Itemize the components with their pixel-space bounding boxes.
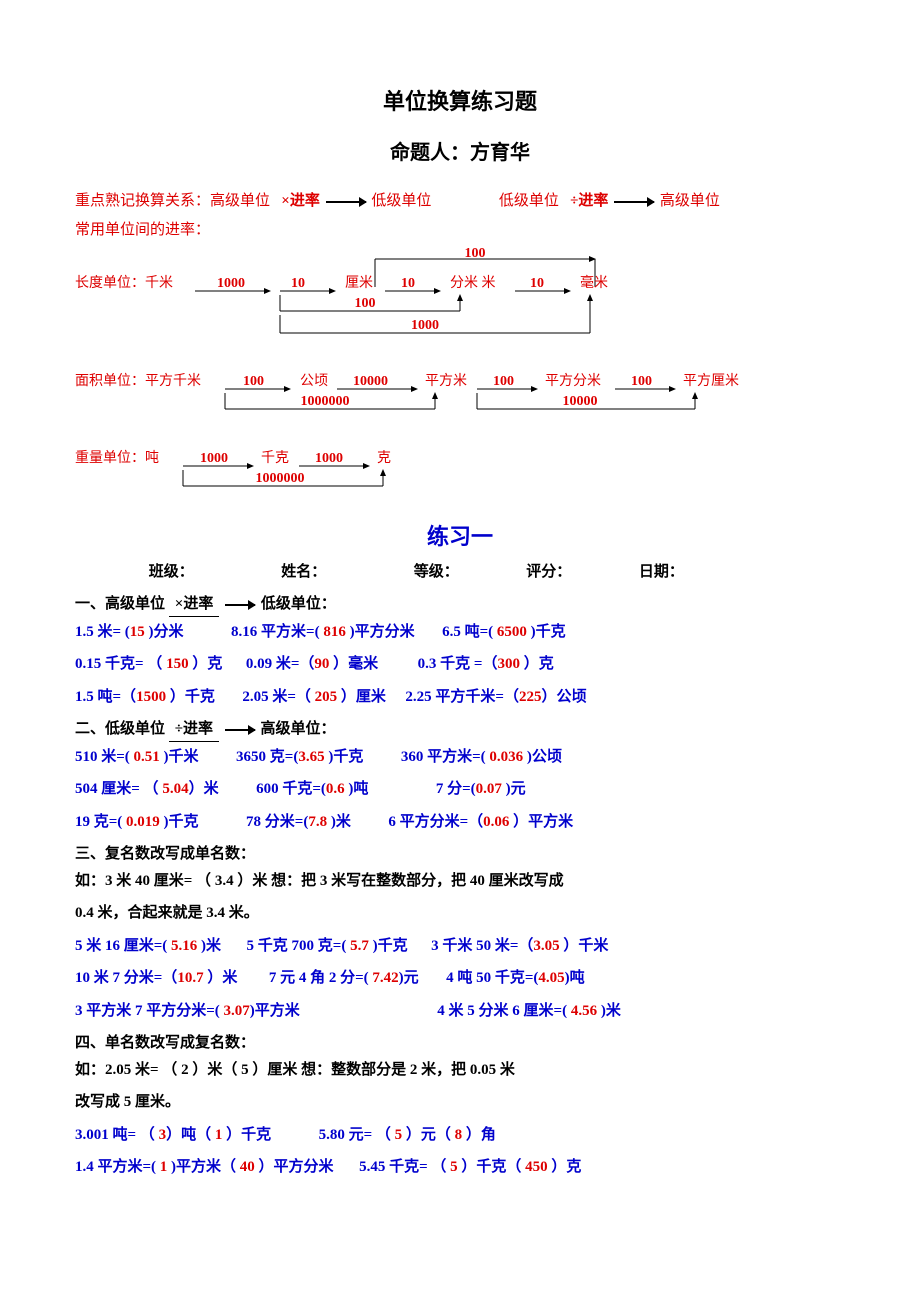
rule-div: ÷进率 [563, 193, 609, 209]
example-row: 改写成 5 厘米。 [75, 1091, 845, 1114]
svg-text:100: 100 [631, 374, 652, 389]
form-name: 姓名： [281, 564, 326, 580]
section-2-head: 二、低级单位 ÷进率 高级单位： [75, 718, 845, 742]
form-grade: 等级： [414, 564, 459, 580]
arrow-icon [225, 729, 255, 731]
exercise-row: 1.4 平方米=( 1 )平方米（ 40 ）平方分米 5.45 千克= （ 5 … [75, 1156, 845, 1179]
length-diagram: 100 长度单位：千米 1000 10 厘米 10 分米 米 10 毫米 100… [75, 247, 845, 355]
area-diagram: 面积单位：平方千米 100 公顷 10000 平方米 100 平方分米 100 … [75, 369, 845, 433]
rate-10: 10 [401, 276, 415, 291]
rate-10: 10 [291, 276, 305, 291]
example-row: 如：3 米 40 厘米= （ 3.4 ）米 想：把 3 米写在整数部分，把 40… [75, 870, 845, 893]
rate-10: 10 [530, 276, 544, 291]
svg-text:1000: 1000 [200, 451, 228, 466]
title-sub: 命题人：方育华 [75, 138, 845, 168]
unit-mm: 毫米 [580, 274, 608, 291]
rule-low: 低级单位 [371, 193, 431, 209]
exercise-row: 1.5 吨=（1500 ）千克 2.05 米=（ 205 ）厘米 2.25 平方… [75, 686, 845, 709]
svg-text:公顷: 公顷 [300, 373, 328, 389]
svg-text:重量单位：吨: 重量单位：吨 [75, 450, 159, 466]
title-main: 单位换算练习题 [75, 85, 845, 118]
svg-text:1000000: 1000000 [301, 394, 350, 409]
arrow-icon [326, 201, 366, 203]
example-row: 如：2.05 米= （ 2 ）米（ 5 ）厘米 想：整数部分是 2 米，把 0.… [75, 1059, 845, 1082]
arrow-icon [614, 201, 654, 203]
unit-dm-m: 分米 米 [450, 275, 496, 291]
section-3-head: 三、复名数改写成单名数： [75, 843, 845, 866]
unit-cm: 厘米 [345, 275, 373, 291]
svg-text:10000: 10000 [563, 394, 598, 409]
exercise-row: 3.001 吨= （ 3）吨（ 1 ）千克 5.80 元= （ 5 ）元（ 8 … [75, 1124, 845, 1147]
svg-text:1000000: 1000000 [256, 471, 305, 486]
arrow-icon [225, 604, 255, 606]
form-class: 班级： [149, 564, 194, 580]
weight-diagram: 重量单位：吨 1000 千克 1000 克 1000000 [75, 446, 845, 506]
svg-text:千克: 千克 [261, 450, 289, 466]
svg-text:100: 100 [493, 374, 514, 389]
svg-text:10000: 10000 [353, 374, 388, 389]
area-label: 面积单位：平方千米 [75, 373, 201, 389]
section-1-head: 一、高级单位 ×进率 低级单位： [75, 593, 845, 617]
exercise-row: 10 米 7 分米=（10.7 ）米 7 元 4 角 2 分=( 7.42)元 … [75, 967, 845, 990]
rule-mul: ×进率 [274, 193, 320, 209]
svg-text:平方米: 平方米 [425, 373, 467, 389]
exercise-row: 1.5 米= (15 )分米 8.16 平方米=( 816 )平方分米 6.5 … [75, 621, 845, 644]
exercise-row: 5 米 16 厘米=( 5.16 )米 5 千克 700 克=( 5.7 )千克… [75, 935, 845, 958]
svg-text:平方分米: 平方分米 [545, 373, 601, 389]
rate-100a: 100 [465, 247, 486, 261]
exercise-row: 0.15 千克= （ 150 ）克 0.09 米=（90 ）毫米 0.3 千克 … [75, 653, 845, 676]
rate-100b: 100 [355, 296, 376, 311]
exercise-row: 19 克=( 0.019 )千克 78 分米=(7.8 )米 6 平方分米=（0… [75, 811, 845, 834]
rule-prefix: 重点熟记换算关系：高级单位 [75, 193, 270, 209]
form-score: 评分： [526, 564, 571, 580]
rate-title: 常用单位间的进率： [75, 219, 845, 242]
svg-text:平方厘米: 平方厘米 [683, 373, 739, 389]
rate-1000: 1000 [217, 276, 245, 291]
rule-line: 重点熟记换算关系：高级单位 ×进率 低级单位 低级单位 ÷进率 高级单位 [75, 190, 845, 213]
length-label: 长度单位：千米 [75, 275, 173, 291]
example-row: 0.4 米，合起来就是 3.4 米。 [75, 902, 845, 925]
svg-text:100: 100 [243, 374, 264, 389]
rate-1000b: 1000 [411, 318, 439, 333]
exercise-row: 3 平方米 7 平方分米=( 3.07)平方米 4 米 5 分米 6 厘米=( … [75, 1000, 845, 1023]
practice-title: 练习一 [75, 520, 845, 553]
section-4-head: 四、单名数改写成复名数： [75, 1032, 845, 1055]
exercise-row: 504 厘米= （ 5.04）米 600 千克=(0.6 )吨 7 分=(0.0… [75, 778, 845, 801]
exercise-row: 510 米=( 0.51 )千米 3650 克=(3.65 )千克 360 平方… [75, 746, 845, 769]
svg-text:1000: 1000 [315, 451, 343, 466]
svg-text:克: 克 [377, 450, 391, 466]
rule-low2: 低级单位 [499, 193, 559, 209]
form-date: 日期： [639, 564, 684, 580]
rule-high: 高级单位 [660, 193, 720, 209]
form-row: 班级： 姓名： 等级： 评分： 日期： [75, 561, 845, 584]
